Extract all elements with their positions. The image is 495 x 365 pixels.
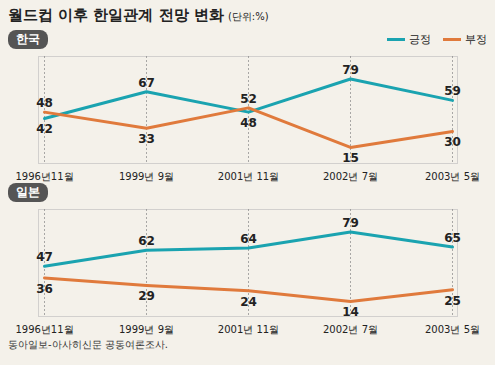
svg-text:2003년 5월: 2003년 5월 [425,324,480,335]
svg-text:42: 42 [36,122,53,136]
svg-text:36: 36 [36,282,53,296]
html-text:동아일보-아사히신문 공동여론조사.: 동아일보-아사히신문 공동여론조사. [8,339,168,350]
html-text:월드컵 이후 한일관계 전망 변화 (단위:%): 월드컵 이후 한일관계 전망 변화 (단위:%) [8,6,269,24]
svg-text:29: 29 [138,289,155,303]
svg-text:1999년 9월: 1999년 9월 [119,324,174,335]
svg-text:1996년11월: 1996년11월 [15,324,73,335]
svg-text:62: 62 [138,234,155,248]
svg-text:67: 67 [138,76,155,90]
svg-text:79: 79 [342,216,359,230]
svg-text:30: 30 [444,135,461,149]
svg-text:2001년 11월: 2001년 11월 [218,171,279,182]
html-text:부정: 부정 [465,32,487,46]
html-text:한국: 한국 [16,31,40,46]
svg-text:14: 14 [342,305,359,319]
svg-text:15: 15 [342,151,359,165]
svg-text:33: 33 [138,132,155,146]
svg-text:1996년11월: 1996년11월 [15,171,73,182]
svg-text:2003년 5월: 2003년 5월 [425,171,480,182]
svg-text:2002년 7월: 2002년 7월 [323,324,378,335]
svg-text:25: 25 [444,294,461,308]
svg-text:59: 59 [444,84,461,98]
svg-text:64: 64 [240,232,257,246]
svg-text:79: 79 [342,63,359,77]
svg-text:48: 48 [36,96,53,110]
svg-text:1999년 9월: 1999년 9월 [119,171,174,182]
svg-text:2002년 7월: 2002년 7월 [323,171,378,182]
html-text:긍정: 긍정 [409,32,431,46]
svg-text:52: 52 [240,92,257,106]
svg-text:48: 48 [240,116,257,130]
svg-text:24: 24 [240,295,257,309]
svg-text:47: 47 [36,250,53,264]
html-text:일본: 일본 [16,184,40,199]
svg-text:2001년 11월: 2001년 11월 [218,324,279,335]
svg-text:65: 65 [444,231,461,245]
